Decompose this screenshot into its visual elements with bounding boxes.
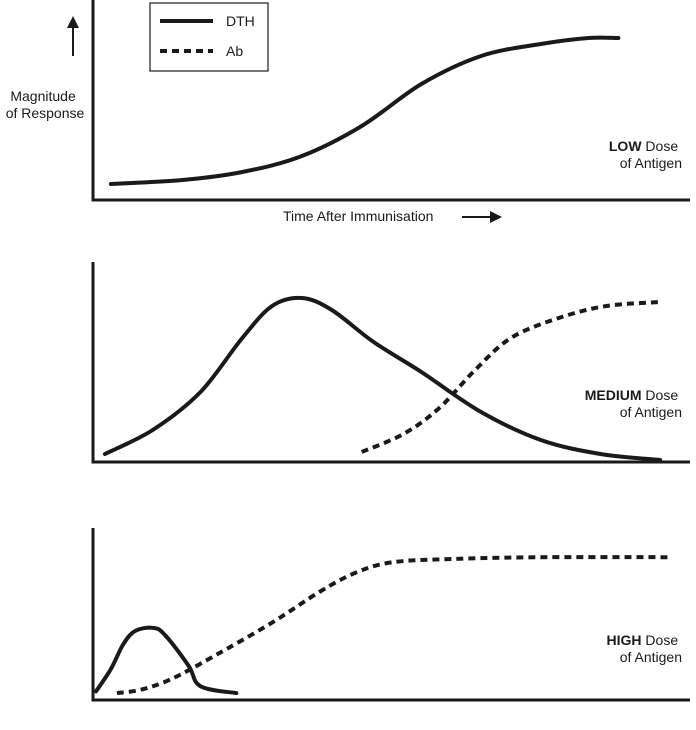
panel-medium-dose-bold: MEDIUM [585,387,642,403]
legend: DTH Ab [149,2,269,72]
panel-high-dose-label: HIGH Dose of Antigen [607,632,682,665]
panel-medium-ab-curve [360,300,661,454]
legend-dth-label: DTH [226,13,255,29]
panel-low: Magnitude of Response DTH Ab LOW Dose of… [6,0,690,224]
panel-medium-axes [91,262,690,464]
panel-high-ab-curve [116,555,673,696]
y-axis-label-line1: Magnitude [10,88,76,104]
legend-ab-label: Ab [226,43,243,59]
curves [94,35,673,696]
panel-high-dth-curve [94,625,239,696]
panel-low-axes [91,0,690,202]
panel-medium-series [102,295,663,462]
y-axis-label-line2: of Response [6,105,85,121]
panel-high: HIGH Dose of Antigen [91,528,690,702]
panel-medium-dose-rest: Dose [642,387,679,403]
panel-low-dose-bold: LOW [609,138,642,154]
panel-low-dose-line2: of Antigen [620,155,682,171]
panel-high-series [94,555,673,696]
panel-low-dth-curve [108,35,621,186]
panel-high-dose-bold: HIGH [607,632,642,648]
panel-medium: MEDIUM Dose of Antigen [91,262,690,464]
panel-low-dose-label: LOW Dose of Antigen [609,138,682,171]
panel-high-dose-line2: of Antigen [620,649,682,665]
legend-box [149,2,269,72]
panel-high-dose-rest: Dose [642,632,679,648]
panel-low-dose-rest: Dose [642,138,679,154]
x-axis-label: Time After Immunisation [283,208,433,224]
panel-medium-dose-line2: of Antigen [620,404,682,420]
panel-low-series [108,35,621,186]
y-axis-label: Magnitude of Response [6,88,85,121]
panel-high-axes [91,528,690,702]
panel-medium-dose-label: MEDIUM Dose of Antigen [585,387,682,420]
panel-medium-dth-curve [102,295,663,462]
